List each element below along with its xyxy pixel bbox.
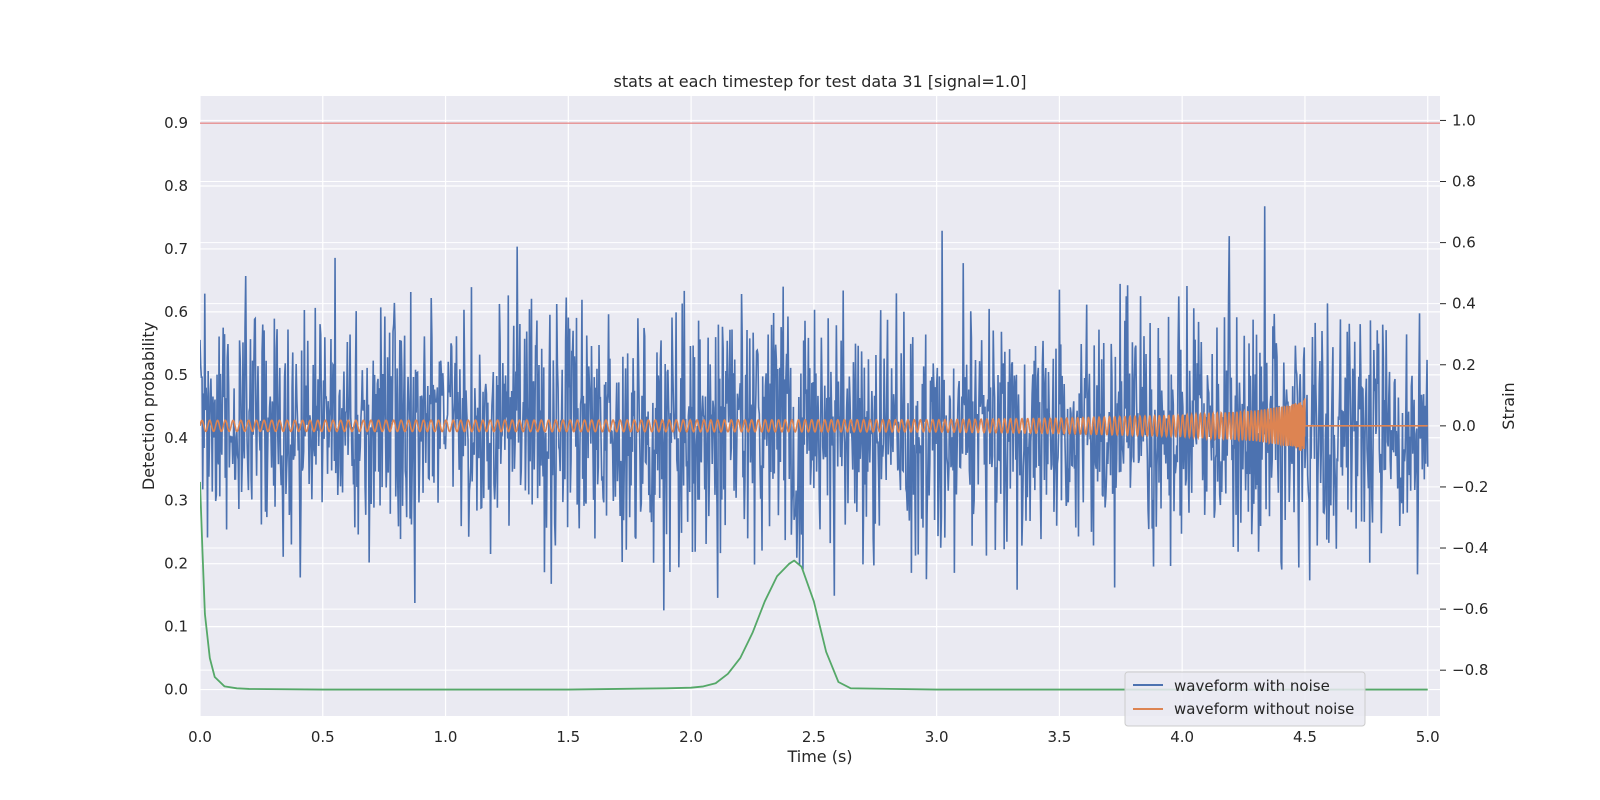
y-axis-label: Detection probability <box>139 322 158 490</box>
x-tick-label: 1.0 <box>434 728 458 746</box>
y-tick-label: 0.9 <box>164 114 188 132</box>
y-axis-right: −0.8 −0.6 −0.4 −0.2 0.0 0.2 0.4 0.6 0.8 1.0 <box>1440 111 1488 679</box>
x-axis-label: Time (s) <box>786 747 852 766</box>
y-tick-label: 0.1 <box>164 618 188 636</box>
legend: waveform with noise waveform without noi… <box>1124 671 1366 727</box>
legend-label-noise: waveform with noise <box>1174 677 1330 695</box>
x-tick-label: 0.0 <box>188 728 212 746</box>
y-tick-label: 0.2 <box>164 555 188 573</box>
y2-tick-label: −0.8 <box>1452 661 1488 679</box>
x-tick-label: 2.5 <box>802 728 826 746</box>
y2-tick-label: 0.6 <box>1452 234 1476 252</box>
x-axis: 0.0 0.5 1.0 1.5 2.0 2.5 3.0 3.5 4.0 4.5 5.0 <box>188 728 1440 746</box>
series-line-detection-probability <box>200 481 1428 691</box>
y-tick-label: 0.3 <box>164 492 188 510</box>
y-tick-label: 0.0 <box>164 681 188 699</box>
x-tick-label: 3.0 <box>925 728 949 746</box>
chart-title: stats at each timestep for test data 31 … <box>614 72 1027 91</box>
y2-tick-label: −0.6 <box>1452 600 1488 618</box>
x-tick-label: 1.5 <box>556 728 580 746</box>
series-line-clean <box>200 398 1428 451</box>
x-tick-label: 4.0 <box>1170 728 1194 746</box>
y2-tick-label: −0.2 <box>1452 478 1488 496</box>
legend-label-clean: waveform without noise <box>1174 700 1354 718</box>
y-axis-left: 0.0 0.1 0.2 0.3 0.4 0.5 0.6 0.7 0.8 0.9 <box>164 114 188 698</box>
y-tick-label: 0.7 <box>164 240 188 258</box>
x-tick-label: 5.0 <box>1416 728 1440 746</box>
y2-tick-label: 0.8 <box>1452 173 1476 191</box>
y2-tick-label: 0.4 <box>1452 295 1476 313</box>
x-tick-label: 4.5 <box>1293 728 1317 746</box>
legend-box <box>1124 671 1366 727</box>
x-tick-label: 0.5 <box>311 728 335 746</box>
y2-tick-label: −0.4 <box>1452 539 1488 557</box>
y2-tick-label: 1.0 <box>1452 111 1476 129</box>
y-tick-label: 0.8 <box>164 177 188 195</box>
y2-axis-label: Strain <box>1499 382 1518 429</box>
y-tick-label: 0.5 <box>164 366 188 384</box>
y-tick-label: 0.6 <box>164 303 188 321</box>
y2-tick-label: 0.0 <box>1452 417 1476 435</box>
series-layer <box>200 206 1429 691</box>
y-tick-label: 0.4 <box>164 429 188 447</box>
x-tick-label: 2.0 <box>679 728 703 746</box>
x-tick-label: 3.5 <box>1047 728 1071 746</box>
y2-tick-label: 0.2 <box>1452 356 1476 374</box>
series-line-noise <box>200 206 1429 611</box>
